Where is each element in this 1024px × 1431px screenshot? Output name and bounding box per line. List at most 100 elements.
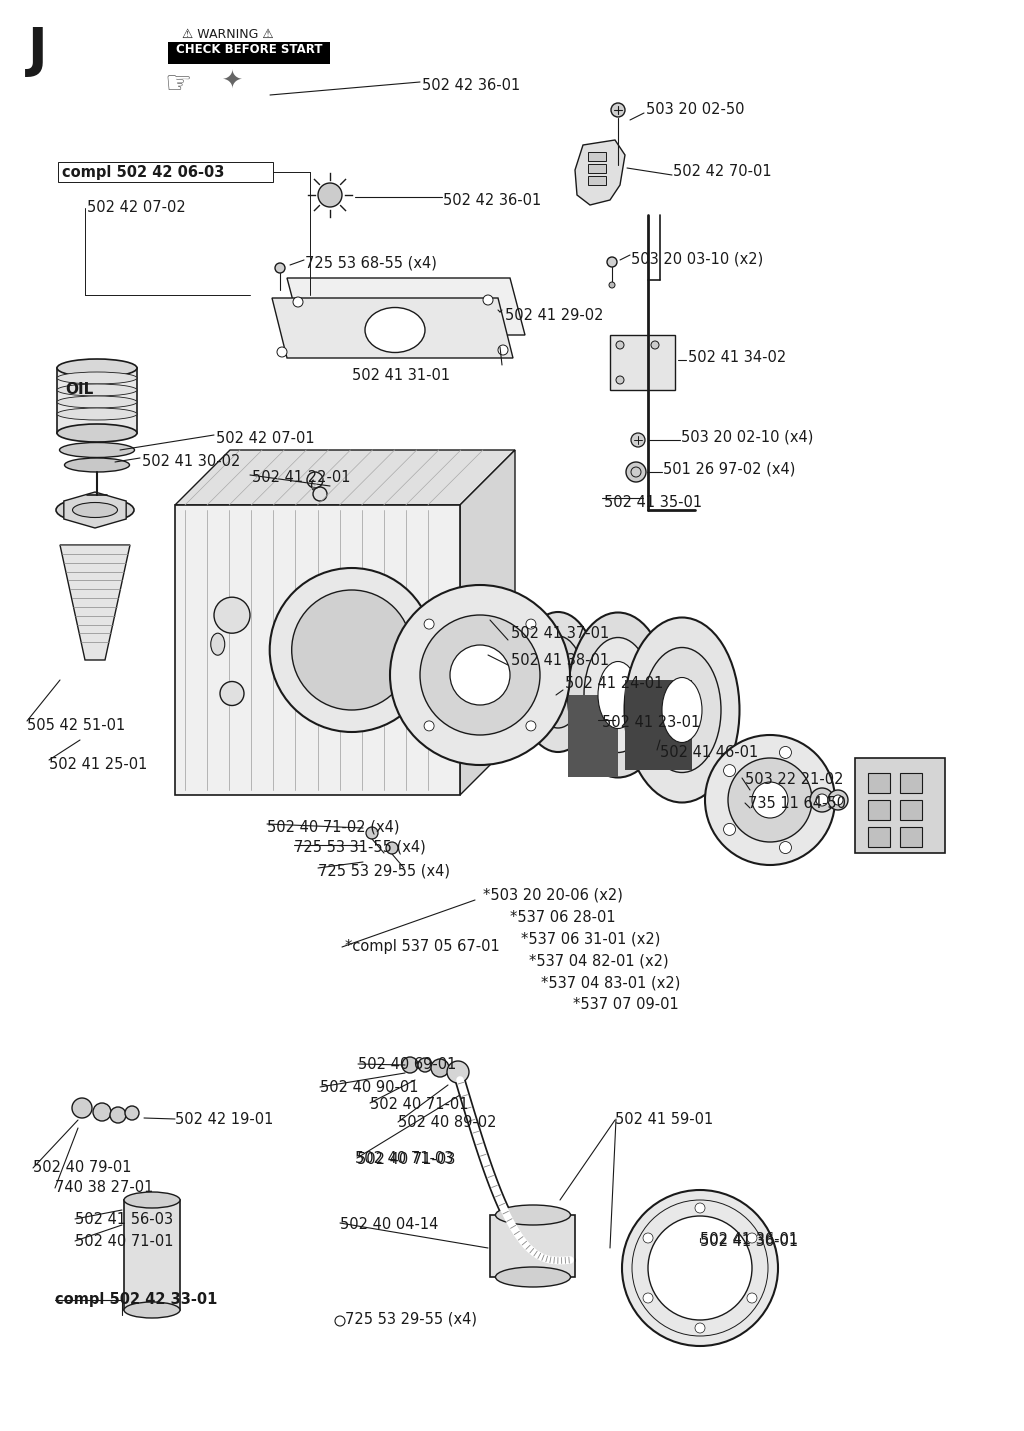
Text: ⚠ WARNING ⚠: ⚠ WARNING ⚠ <box>182 29 273 41</box>
Circle shape <box>366 827 378 839</box>
Circle shape <box>695 1203 705 1213</box>
Text: *537 04 83-01 (x2): *537 04 83-01 (x2) <box>541 975 680 990</box>
Circle shape <box>418 1058 432 1072</box>
Text: 502 40 89-02: 502 40 89-02 <box>398 1115 497 1130</box>
Circle shape <box>214 597 250 633</box>
Text: *537 07 09-01: *537 07 09-01 <box>573 997 679 1012</box>
Circle shape <box>779 841 792 853</box>
Ellipse shape <box>56 498 134 522</box>
Text: 502 41 29-02: 502 41 29-02 <box>505 308 603 323</box>
Text: 502 41 59-01: 502 41 59-01 <box>615 1112 714 1128</box>
Ellipse shape <box>643 647 721 773</box>
Text: 502 41 34-02: 502 41 34-02 <box>688 349 786 365</box>
Circle shape <box>220 681 244 705</box>
Text: 740 38 27-01: 740 38 27-01 <box>55 1181 154 1195</box>
Circle shape <box>779 747 792 758</box>
Text: 725 53 29-55 (x4): 725 53 29-55 (x4) <box>345 1312 477 1327</box>
Text: *537 06 28-01: *537 06 28-01 <box>510 910 615 924</box>
Bar <box>490 1215 575 1276</box>
Bar <box>610 335 675 391</box>
Circle shape <box>705 736 835 864</box>
Text: 502 40 71-03: 502 40 71-03 <box>357 1152 456 1168</box>
Text: 725 53 31-55 (x4): 725 53 31-55 (x4) <box>294 840 426 854</box>
Circle shape <box>616 376 624 384</box>
Circle shape <box>643 1294 653 1304</box>
Ellipse shape <box>124 1302 180 1318</box>
Ellipse shape <box>584 637 652 753</box>
Text: 502 41 38-01: 502 41 38-01 <box>511 653 609 668</box>
Polygon shape <box>575 140 625 205</box>
Text: 505 42 51-01: 505 42 51-01 <box>27 718 125 733</box>
Circle shape <box>648 1216 752 1319</box>
Bar <box>868 800 890 820</box>
Text: 725 53 68-55 (x4): 725 53 68-55 (x4) <box>305 255 437 270</box>
Bar <box>175 505 460 796</box>
Bar <box>855 758 945 853</box>
Polygon shape <box>175 449 515 505</box>
Polygon shape <box>60 545 130 660</box>
Bar <box>900 773 922 793</box>
Bar <box>168 41 330 64</box>
Circle shape <box>643 1234 653 1244</box>
Circle shape <box>447 1060 469 1083</box>
Circle shape <box>724 823 735 836</box>
Circle shape <box>386 841 398 854</box>
Circle shape <box>814 794 826 806</box>
Bar <box>588 152 606 162</box>
Circle shape <box>833 796 843 806</box>
Text: CHECK BEFORE START: CHECK BEFORE START <box>176 43 323 56</box>
Ellipse shape <box>124 1192 180 1208</box>
Text: 502 40 79-01: 502 40 79-01 <box>33 1161 131 1175</box>
Text: 502 42 36-01: 502 42 36-01 <box>422 79 520 93</box>
Text: 503 20 02-10 (x4): 503 20 02-10 (x4) <box>681 429 813 445</box>
Text: *537 06 31-01 (x2): *537 06 31-01 (x2) <box>521 932 660 947</box>
Text: 725 53 29-55 (x4): 725 53 29-55 (x4) <box>318 863 450 879</box>
Ellipse shape <box>57 384 137 396</box>
Circle shape <box>293 298 303 308</box>
Text: compl 502 42 33-01: compl 502 42 33-01 <box>55 1292 217 1307</box>
Circle shape <box>72 1098 92 1118</box>
Circle shape <box>318 183 342 207</box>
Polygon shape <box>625 680 692 770</box>
Ellipse shape <box>568 612 668 777</box>
Circle shape <box>498 345 508 355</box>
Ellipse shape <box>57 372 137 384</box>
Ellipse shape <box>365 308 425 352</box>
Circle shape <box>752 781 788 819</box>
Text: 502 40 71-01: 502 40 71-01 <box>370 1098 469 1112</box>
Ellipse shape <box>211 633 224 655</box>
Polygon shape <box>460 449 515 796</box>
Bar <box>868 827 890 847</box>
Bar <box>58 162 273 182</box>
Ellipse shape <box>598 661 638 728</box>
Circle shape <box>125 1106 139 1120</box>
Circle shape <box>431 1059 449 1078</box>
Text: 502 41 30-02: 502 41 30-02 <box>142 454 241 469</box>
Text: ✦: ✦ <box>221 70 243 94</box>
Circle shape <box>626 462 646 482</box>
Ellipse shape <box>57 408 137 421</box>
Text: 502 42 36-01: 502 42 36-01 <box>443 193 542 207</box>
Bar <box>57 368 137 434</box>
Circle shape <box>424 721 434 731</box>
Circle shape <box>816 794 828 806</box>
Text: 502 41 24-01: 502 41 24-01 <box>565 675 664 691</box>
Circle shape <box>402 1058 418 1073</box>
Bar <box>588 176 606 185</box>
Bar <box>868 773 890 793</box>
Text: *compl 537 05 67-01: *compl 537 05 67-01 <box>345 939 500 954</box>
Circle shape <box>526 721 536 731</box>
Text: 502 42 70-01: 502 42 70-01 <box>673 165 772 179</box>
Text: *503 20 20-06 (x2): *503 20 20-06 (x2) <box>483 887 623 902</box>
Ellipse shape <box>496 1266 570 1286</box>
Text: *537 04 82-01 (x2): *537 04 82-01 (x2) <box>529 954 669 969</box>
Text: 501 26 97-02 (x4): 501 26 97-02 (x4) <box>663 462 796 477</box>
Text: 502 40 90-01: 502 40 90-01 <box>319 1080 419 1095</box>
Text: OIL: OIL <box>65 382 93 398</box>
Text: 502 40 69-01: 502 40 69-01 <box>358 1058 457 1072</box>
Text: 502 40 71-02 (x4): 502 40 71-02 (x4) <box>267 820 399 836</box>
Polygon shape <box>272 298 513 358</box>
Text: 502 41 36-01: 502 41 36-01 <box>700 1234 798 1249</box>
Ellipse shape <box>57 424 137 442</box>
Circle shape <box>651 341 659 349</box>
